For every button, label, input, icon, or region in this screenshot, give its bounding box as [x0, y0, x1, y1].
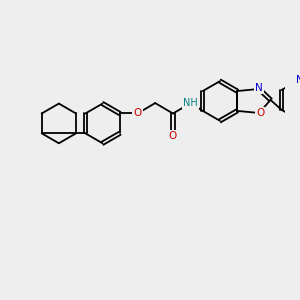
Text: O: O	[256, 108, 264, 118]
Text: N: N	[296, 75, 300, 85]
Text: NH: NH	[183, 98, 198, 108]
Text: O: O	[169, 131, 177, 141]
Text: N: N	[255, 83, 263, 93]
Text: O: O	[133, 109, 142, 118]
